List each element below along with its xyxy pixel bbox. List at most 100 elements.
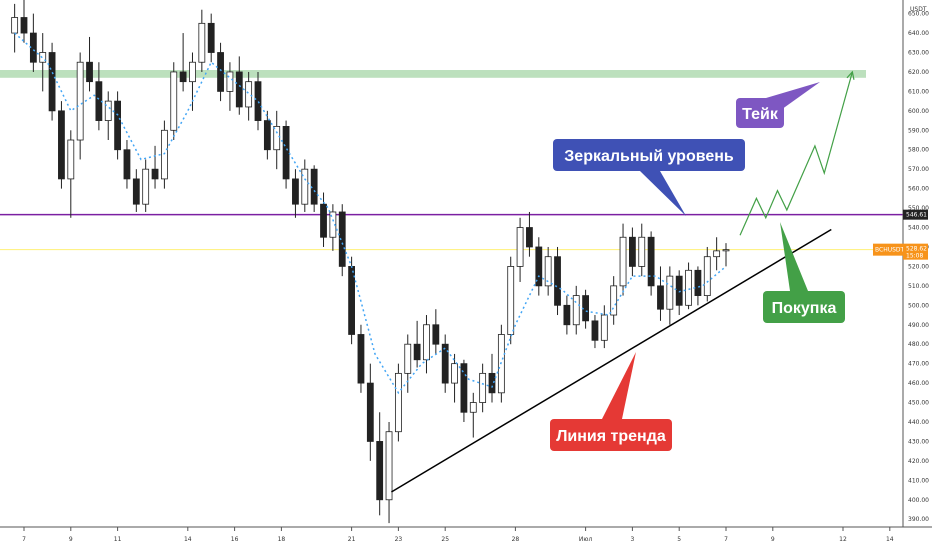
candle-body [619, 236, 627, 287]
price-tick-label: 440.00 [908, 419, 929, 426]
candle-body [451, 363, 458, 384]
candle-body [142, 168, 150, 205]
price-tick-label: 580.00 [908, 147, 929, 154]
candle-body [301, 168, 309, 205]
price-tick-label: 610.00 [908, 88, 929, 95]
candle-body [263, 120, 271, 151]
candle-body [95, 81, 103, 121]
candle-body [20, 17, 28, 34]
axis-layer: USDT [0, 0, 932, 528]
time-tick-label: 9 [771, 536, 775, 543]
candle-body [516, 227, 524, 267]
candle-body [629, 236, 636, 267]
candle-body [657, 285, 664, 310]
candle-body [638, 236, 646, 267]
time-tick-label: 11 [114, 536, 122, 543]
candle-body [413, 343, 421, 361]
drawing-layer [390, 70, 855, 493]
mirror-level-tag [903, 209, 928, 220]
candle-body [114, 100, 121, 151]
price-tick-label: 520.00 [908, 263, 929, 270]
time-tick-label: 28 [512, 536, 520, 543]
callouts: Тейк Зеркальный уровень Покупка Линия тренд… [550, 82, 845, 451]
price-tick-label: 570.00 [908, 166, 929, 173]
price-tick-label: 480.00 [908, 341, 929, 348]
price-tick-label: 650.00 [908, 11, 929, 18]
candle-body [292, 178, 299, 205]
candle-body [713, 250, 721, 258]
candle-body [554, 256, 561, 306]
candle-body [338, 211, 346, 267]
candle-body [666, 275, 674, 310]
price-tick-label: 550.00 [908, 205, 929, 212]
candle-body [151, 168, 159, 180]
price-tick-label: 500.00 [908, 302, 929, 309]
candle-body [198, 22, 206, 63]
candle-body [189, 61, 196, 83]
candle-body [610, 285, 618, 316]
mirror-level-value: 546.61 [906, 212, 927, 219]
price-tick-label: 470.00 [908, 361, 929, 368]
candle-body [11, 17, 19, 34]
price-tick-label: 510.00 [908, 283, 929, 290]
time-tick-label: 5 [677, 536, 681, 543]
candle-body [460, 363, 468, 413]
time-tick-label: 14 [184, 536, 192, 543]
moving-average-line [14, 32, 727, 395]
candle-layer [11, 0, 730, 524]
candle-body [488, 372, 496, 394]
time-tick-label: 3 [630, 536, 634, 543]
price-tick-label: 390.00 [908, 516, 929, 523]
time-axis-ticks: 7 9 11 14 16 18 21 23 25 28 Июл 3 5 7 9 12 14 [22, 527, 894, 543]
candle-body [207, 22, 215, 53]
candle-body [600, 314, 608, 341]
price-tick-label: 640.00 [908, 30, 929, 37]
candle-body [394, 372, 402, 433]
candle-body [647, 236, 655, 287]
price-tick-label: 590.00 [908, 127, 929, 134]
price-tick-label: 620.00 [908, 69, 929, 76]
candle-body [104, 100, 112, 121]
price-tick-label: 630.00 [908, 50, 929, 57]
callout-box [763, 291, 845, 323]
candle-body [535, 246, 543, 287]
candle-body [526, 227, 533, 248]
price-tick-label: 420.00 [908, 458, 929, 465]
candle-body [245, 81, 253, 108]
price-tick-label: 410.00 [908, 477, 929, 484]
price-tick-label: 400.00 [908, 497, 929, 504]
candle-body [170, 71, 178, 131]
candle-body [441, 343, 449, 384]
candle-body [479, 372, 487, 403]
time-tick-label: 23 [395, 536, 403, 543]
candle-body [310, 168, 318, 205]
callout-pointer [602, 352, 636, 419]
candle-body [385, 431, 393, 501]
candle-body [48, 52, 56, 112]
time-tick-label: 18 [278, 536, 286, 543]
candle-body [254, 81, 262, 121]
price-tick-label: 460.00 [908, 380, 929, 387]
time-tick-label: 12 [839, 536, 847, 543]
moving-average-layer [14, 32, 727, 395]
current-price-tag [873, 243, 903, 256]
candle-body [76, 61, 84, 141]
level-layer [0, 213, 903, 251]
candle-body [67, 139, 75, 180]
time-tick-label: 21 [348, 536, 356, 543]
bar-timer: 15:08 [906, 253, 923, 260]
price-tick-label: 490.00 [908, 322, 929, 329]
forecast-arrowhead [846, 70, 855, 80]
candle-body [235, 71, 243, 108]
time-tick-label: 9 [69, 536, 73, 543]
candle-body [217, 52, 224, 92]
candle-body [58, 110, 65, 180]
current-price-tag-right [903, 243, 928, 260]
candle-body [703, 256, 711, 296]
candle-body [432, 324, 440, 345]
price-tags: 546.61 BCHUSDT 528.62 15:08 [873, 209, 928, 260]
symbol-label: BCHUSDT [875, 247, 905, 254]
price-tick-label: 600.00 [908, 108, 929, 115]
price-tick-label: 560.00 [908, 186, 929, 193]
